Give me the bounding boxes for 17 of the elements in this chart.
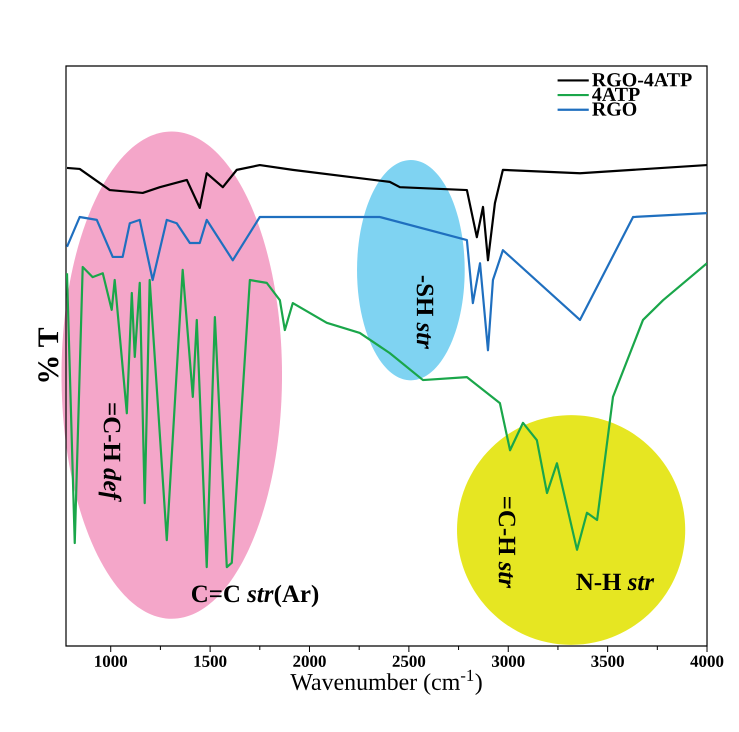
annotation: =C-H str: [498, 496, 516, 588]
annotation: =C-H def: [98, 403, 122, 502]
x-tick-label: 1500: [194, 656, 226, 667]
x-tick-label: 3500: [591, 656, 624, 667]
annotation: -SH str: [416, 276, 434, 350]
x-tick-label: 2000: [293, 656, 326, 667]
x-tick-label: 2500: [392, 656, 426, 667]
x-tick-label: 1000: [95, 656, 128, 667]
x-tick-label: 3000: [492, 656, 525, 667]
x-tick-label: 4000: [690, 656, 724, 667]
legend-label: RGO-4ATP: [592, 73, 692, 86]
annotation: C=C str(Ar): [192, 584, 318, 608]
annotation: N-H str: [576, 574, 654, 590]
x-axis-title: Wavenumber (cm$^{-1}$): [290, 670, 482, 695]
legend-label: 4ATP: [592, 88, 640, 101]
legend-label: RGO: [592, 102, 636, 116]
y-axis-title: % T: [38, 328, 58, 382]
